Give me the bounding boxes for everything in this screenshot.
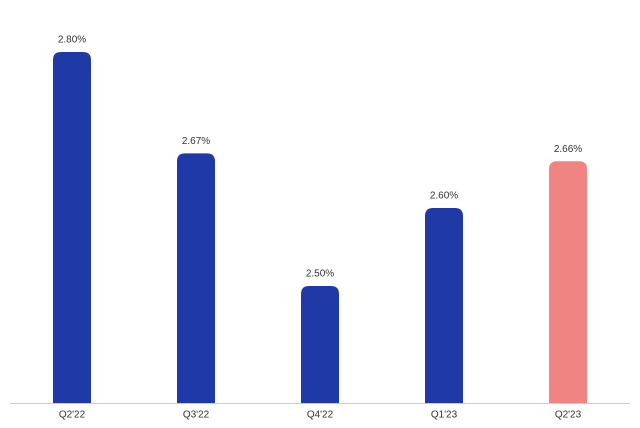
- value-label: 2.66%: [554, 144, 582, 155]
- value-label: 2.80%: [58, 35, 86, 46]
- x-tick-label: Q4'22: [307, 410, 334, 421]
- bar: [177, 153, 215, 403]
- bar: [425, 208, 463, 403]
- x-tick-label: Q1'23: [431, 410, 458, 421]
- value-label: 2.67%: [182, 136, 210, 147]
- x-tick-label: Q3'22: [183, 410, 210, 421]
- bar: [301, 286, 339, 403]
- x-tick-label: Q2'23: [555, 410, 582, 421]
- bar: [549, 161, 587, 403]
- x-tick-label: Q2'22: [59, 410, 86, 421]
- value-label: 2.50%: [306, 269, 334, 280]
- bar: [53, 52, 91, 403]
- value-label: 2.60%: [430, 191, 458, 202]
